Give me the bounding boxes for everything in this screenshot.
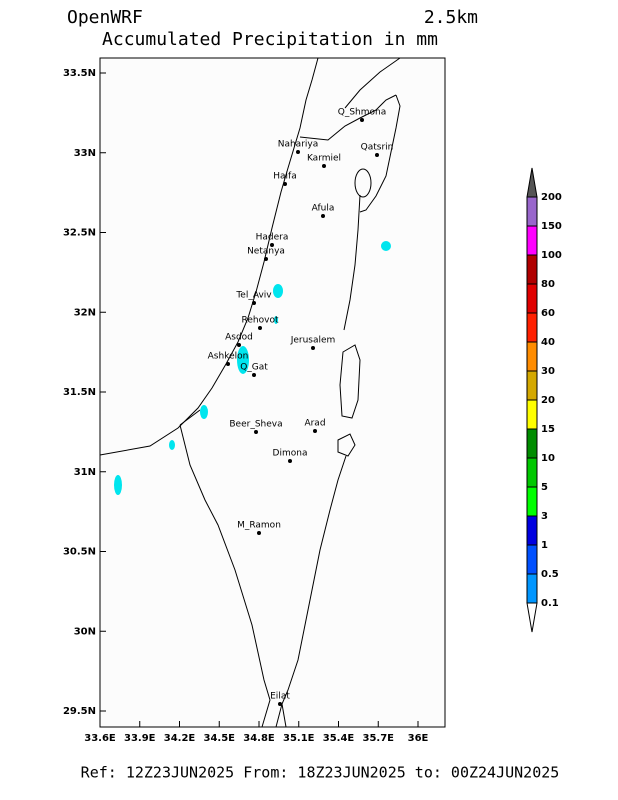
city-label: Beer_Sheva — [229, 420, 282, 430]
colorbar-box — [526, 399, 538, 430]
city-label: Nahariya — [278, 140, 319, 150]
colorbar-box — [526, 428, 538, 459]
model-name: OpenWRF — [67, 7, 143, 28]
city-dot — [313, 429, 317, 433]
colorbar-label: 30 — [541, 366, 555, 377]
city-dot — [278, 702, 282, 706]
city-dot — [237, 343, 241, 347]
lat-label: 30.5N — [63, 547, 96, 558]
city-dot — [288, 459, 292, 463]
city-label: Netanya — [247, 247, 285, 257]
resolution: 2.5km — [424, 7, 478, 28]
city-dot — [375, 153, 379, 157]
colorbar-top — [526, 167, 538, 198]
city-dot — [360, 118, 364, 122]
colorbar-box — [526, 254, 538, 285]
city-label: Jerusalem — [290, 336, 336, 346]
map-title: Accumulated Precipitation in mm — [102, 29, 438, 50]
city-label: M_Ramon — [237, 521, 281, 531]
lat-label: 30N — [74, 626, 96, 637]
lon-label: 33.6E — [84, 733, 116, 744]
city-dot — [322, 164, 326, 168]
lon-label: 35.4E — [323, 733, 355, 744]
colorbar-label: 60 — [541, 308, 555, 319]
colorbar-label: 15 — [541, 424, 555, 435]
city-label: Arad — [304, 419, 325, 429]
lon-label: 33.9E — [124, 733, 156, 744]
lat-label: 31N — [74, 467, 96, 478]
colorbar-box — [526, 544, 538, 575]
footer: Ref: 12Z23JUN2025 From: 18Z23JUN2025 to:… — [81, 764, 560, 782]
colorbar-box — [526, 341, 538, 372]
city-dot — [257, 531, 261, 535]
city-dot — [270, 243, 274, 247]
city-label: Haifa — [273, 172, 296, 182]
colorbar-label: 1 — [541, 540, 548, 551]
city-label: Q_Shmona — [338, 108, 387, 118]
lon-label: 35.1E — [283, 733, 315, 744]
colorbar-label: 150 — [541, 221, 562, 232]
colorbar-box — [526, 457, 538, 488]
borders — [99, 57, 401, 728]
city-label: Afula — [312, 204, 335, 214]
city-dot — [226, 362, 230, 366]
city-dot — [321, 214, 325, 218]
lat-label: 33.5N — [63, 68, 96, 79]
colorbar-box — [526, 312, 538, 343]
lon-label: 34.5E — [203, 733, 235, 744]
lon-label: 35.7E — [362, 733, 394, 744]
city-label: Asdod — [225, 333, 253, 343]
city-label: Eilat — [270, 692, 290, 702]
colorbar-label: 200 — [541, 192, 562, 203]
city-label: Ashkelon — [208, 352, 249, 362]
lon-label: 34.8E — [243, 733, 275, 744]
lat-label: 32N — [74, 307, 96, 318]
city-label: Qatsrin — [361, 143, 394, 153]
colorbar-box — [526, 573, 538, 604]
city-label: Q_Gat — [240, 363, 268, 373]
colorbar-box — [526, 283, 538, 314]
colorbar-label: 3 — [541, 511, 548, 522]
colorbar-box — [526, 196, 538, 227]
city-label: Dimona — [273, 449, 308, 459]
colorbar-label: 5 — [541, 482, 548, 493]
precipitation — [114, 241, 391, 495]
city-label: Karmiel — [307, 154, 341, 164]
colorbar-box — [526, 370, 538, 401]
lat-label: 29.5N — [63, 706, 96, 717]
colorbar-box — [526, 225, 538, 256]
city-dot — [258, 326, 262, 330]
colorbar-label: 0.1 — [541, 598, 559, 609]
colorbar-label: 100 — [541, 250, 562, 261]
colorbar-box — [526, 515, 538, 546]
city-dot — [252, 373, 256, 377]
city-dot — [283, 182, 287, 186]
city-dot — [311, 346, 315, 350]
lat-label: 31.5N — [63, 387, 96, 398]
city-dot — [264, 257, 268, 261]
lon-label: 36E — [408, 733, 429, 744]
lon-label: 34.2E — [164, 733, 196, 744]
lat-label: 32.5N — [63, 228, 96, 239]
colorbar-label: 0.5 — [541, 569, 559, 580]
colorbar-box — [526, 486, 538, 517]
city-label: Tel_Aviv — [235, 291, 272, 301]
colorbar-bottom — [526, 602, 538, 633]
colorbar-label: 40 — [541, 337, 555, 348]
colorbar-label: 20 — [541, 395, 555, 406]
map-frame — [99, 57, 446, 728]
lat-label: 33N — [74, 148, 96, 159]
city-dot — [296, 150, 300, 154]
colorbar-label: 80 — [541, 279, 555, 290]
city-label: Rehovot — [242, 316, 279, 326]
city-dot — [252, 301, 256, 305]
colorbar-label: 10 — [541, 453, 555, 464]
city-dot — [254, 430, 258, 434]
city-label: Hadera — [256, 233, 289, 243]
